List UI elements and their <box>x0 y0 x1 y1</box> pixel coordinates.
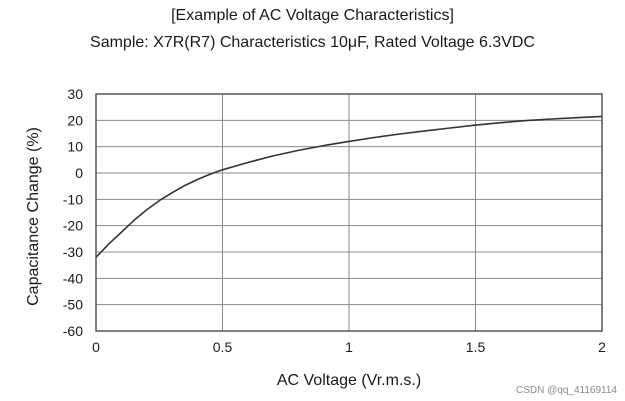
y-tick-label: 0 <box>75 165 83 181</box>
x-tick-label: 1 <box>345 339 353 355</box>
x-tick-label: 0.5 <box>213 339 233 355</box>
y-tick-label: 30 <box>67 86 83 102</box>
chart-subtitle: Sample: X7R(R7) Characteristics 10μF, Ra… <box>90 34 535 51</box>
y-axis-title: Capacitance Change (%) <box>25 127 42 306</box>
plot-frame <box>95 93 603 332</box>
series-layer <box>95 115 603 258</box>
x-tick-label: 1.5 <box>466 339 486 355</box>
grid-layer <box>95 93 603 332</box>
y-tick-label: -30 <box>63 244 83 260</box>
y-tick-label: -40 <box>63 270 83 286</box>
series-line <box>95 115 603 258</box>
y-tick-label: 20 <box>67 112 83 128</box>
x-axis-title: AC Voltage (Vr.m.s.) <box>277 372 421 389</box>
y-tick-label: 10 <box>67 139 83 155</box>
tick-layer: 30 20 10 0 -10 -20 -30 -40 -50 -60 0 0.5 1 1.5 2 <box>63 86 606 355</box>
watermark-text: CSDN @qq_41169114 <box>516 385 617 396</box>
y-tick-label: -10 <box>63 191 83 207</box>
y-tick-label: -50 <box>63 297 83 313</box>
y-tick-label: -60 <box>63 323 83 339</box>
x-tick-label: 0 <box>92 339 100 355</box>
chart-title: [Example of AC Voltage Characteristics] <box>171 7 454 24</box>
x-tick-label: 2 <box>598 339 606 355</box>
y-tick-label: -20 <box>63 218 83 234</box>
